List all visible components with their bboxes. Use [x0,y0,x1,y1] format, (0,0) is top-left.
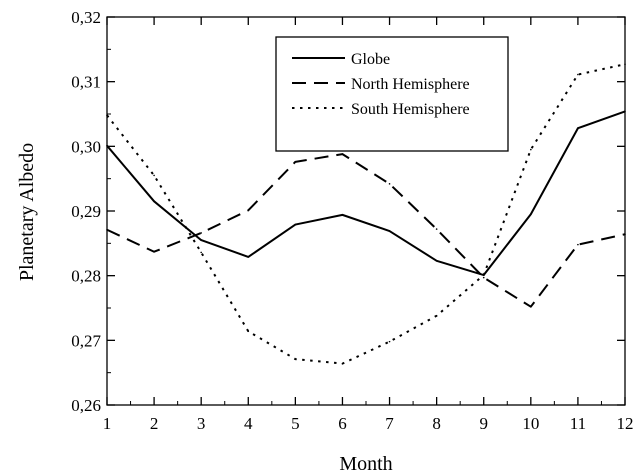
y-axis-ticks: 0,26 0,27 0,28 0,29 0,30 0,31 0,32 [71,8,625,415]
data-point [388,183,391,185]
y-tick-label: 0,27 [71,331,101,350]
x-axis-ticks: 1 2 3 4 5 6 7 8 9 10 11 12 [103,17,634,433]
data-point [294,358,297,360]
data-point [341,153,344,155]
series-line-globe [106,110,626,277]
data-point [530,213,532,216]
data-point [247,330,250,333]
data-point [200,239,202,241]
data-point [294,223,297,226]
data-point [341,214,344,216]
x-tick-label: 4 [244,414,253,433]
series-layer [106,63,626,365]
x-tick-label: 1 [103,414,112,433]
x-tick-label: 12 [617,414,634,433]
series-north-hemisphere [106,153,626,308]
data-point [482,276,485,279]
data-point [153,200,155,203]
data-point [388,230,391,232]
x-tick-label: 8 [432,414,441,433]
data-point [341,362,344,365]
data-point [153,174,155,177]
data-point [577,73,579,76]
series-line-north-hemisphere [106,153,626,308]
legend: Globe North Hemisphere South Hemisphere [275,36,509,152]
legend-box [275,36,509,152]
legend-label: North Hemisphere [351,76,470,93]
y-axis-title: Planetary Albedo [16,143,38,281]
y-tick-label: 0,30 [71,137,101,156]
data-point [200,251,202,254]
data-point [530,148,532,151]
data-point [624,63,626,66]
x-tick-label: 5 [291,414,300,433]
x-tick-label: 3 [197,414,206,433]
data-point [247,256,250,258]
data-point [106,228,108,231]
y-tick-label: 0,29 [71,202,101,221]
x-tick-label: 10 [522,414,539,433]
y-tick-label: 0,31 [71,73,101,92]
series-line-south-hemisphere [106,63,626,365]
x-tick-label: 11 [570,414,586,433]
data-point [577,127,579,130]
data-point [388,340,391,343]
data-point [624,110,626,113]
legend-label: Globe [351,51,390,68]
series-globe [106,110,626,277]
series-south-hemisphere [106,63,626,365]
data-point [200,232,202,234]
data-point [435,314,438,317]
x-tick-label: 7 [385,414,394,433]
x-tick-label: 2 [150,414,159,433]
x-tick-label: 9 [479,414,488,433]
data-point [153,250,155,253]
data-point [294,161,297,163]
legend-label: South Hemisphere [351,101,470,118]
data-point [247,209,250,212]
data-point [530,305,532,308]
x-axis-title: Month [339,453,392,474]
data-point [435,228,438,230]
data-point [482,274,485,276]
y-tick-label: 0,26 [71,396,101,415]
data-point [435,259,438,262]
y-tick-label: 0,28 [71,267,101,286]
y-tick-label: 0,32 [71,8,101,27]
data-point [624,233,626,236]
data-point [106,114,108,117]
data-point [577,243,579,246]
x-tick-label: 6 [338,414,347,433]
